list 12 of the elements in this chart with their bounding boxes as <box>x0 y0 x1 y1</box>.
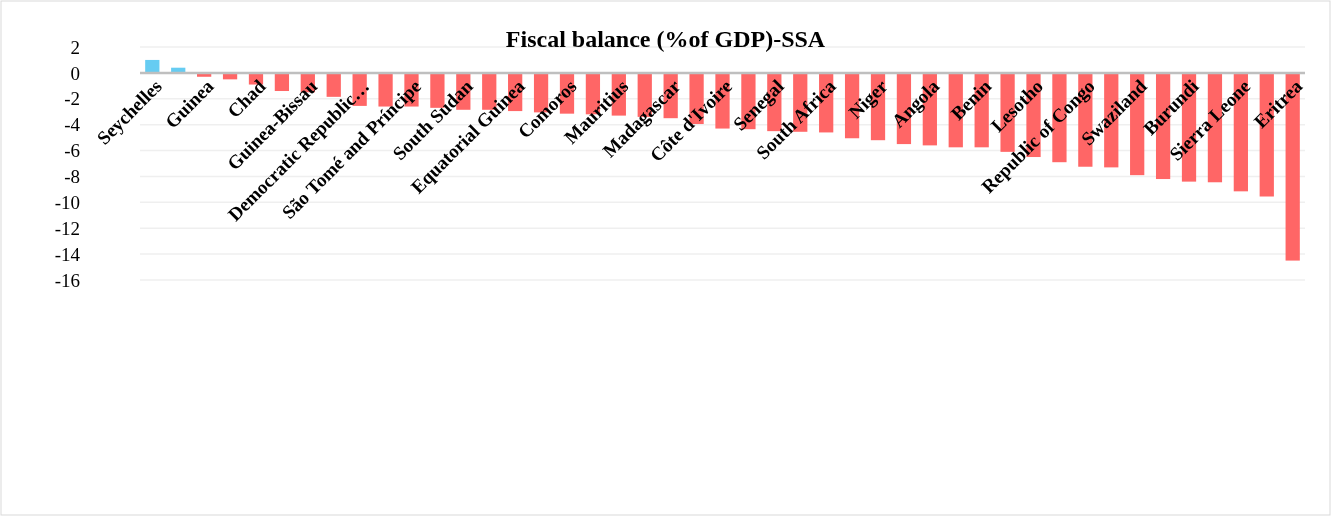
y-tick-label: -4 <box>64 114 81 136</box>
y-tick-label: -6 <box>64 140 80 162</box>
y-tick-label: -12 <box>54 217 80 239</box>
y-tick-label: -16 <box>54 269 80 291</box>
y-tick-label: 0 <box>70 62 80 84</box>
y-tick-label: -2 <box>64 88 80 110</box>
y-tick-label: -10 <box>54 191 80 213</box>
bar <box>145 59 160 73</box>
y-tick-label: -14 <box>54 243 81 265</box>
chart-title: Fiscal balance (%of GDP)-SSA <box>505 26 826 52</box>
y-tick-label: -8 <box>64 166 80 188</box>
y-tick-label: 2 <box>70 36 80 58</box>
